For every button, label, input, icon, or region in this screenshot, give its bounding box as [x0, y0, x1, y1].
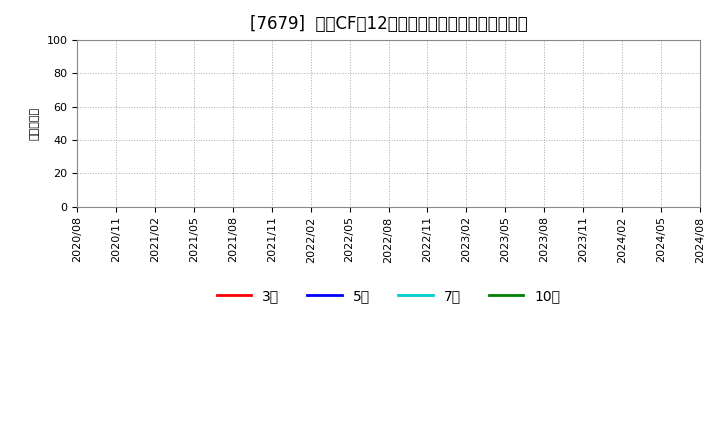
Y-axis label: （百万円）: （百万円）	[30, 107, 40, 140]
Title: [7679]  投資CFの12か月移動合計の標準偏差の推移: [7679] 投資CFの12か月移動合計の標準偏差の推移	[250, 15, 528, 33]
Legend: 3年, 5年, 7年, 10年: 3年, 5年, 7年, 10年	[211, 283, 566, 308]
